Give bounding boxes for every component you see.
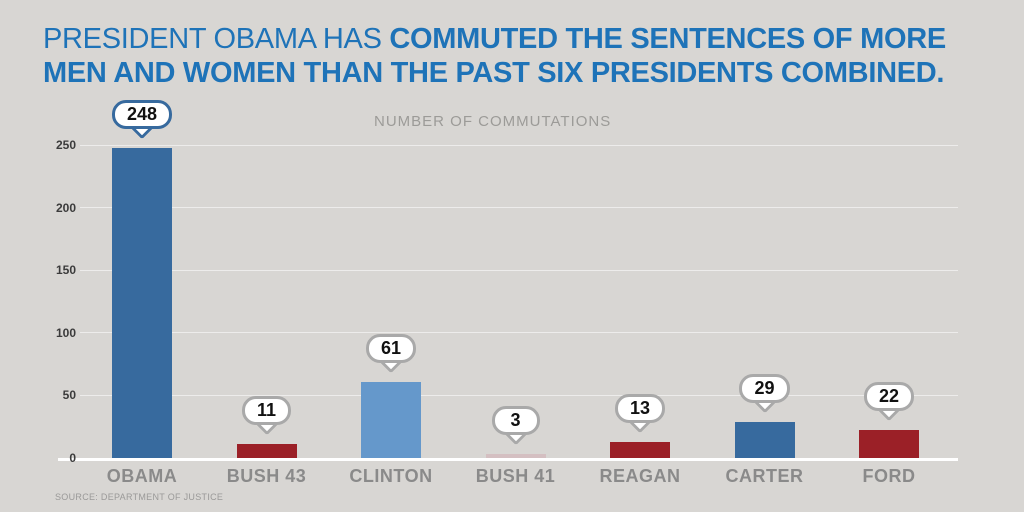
value-callout-label: 22: [863, 382, 915, 412]
value-callout: 3: [471, 406, 561, 446]
x-axis-baseline: [58, 458, 958, 461]
value-callout: 248: [97, 99, 187, 139]
title-bold-part-1: COMMUTED THE SENTENCES OF MORE: [389, 23, 946, 55]
title-regular-part: PRESIDENT OBAMA HAS: [43, 23, 390, 55]
value-callout-label: 3: [491, 406, 540, 436]
y-axis-tick-label: 150: [55, 263, 76, 278]
value-callout-label: 11: [241, 396, 292, 426]
x-axis-category-label: OBAMA: [106, 466, 178, 486]
x-axis-category-label: BUSH 43: [226, 466, 307, 486]
value-callout-label: 248: [111, 99, 173, 129]
y-axis-tick-label: 250: [55, 138, 76, 152]
x-axis-category-label: CARTER: [725, 466, 804, 486]
gridline: [80, 394, 958, 396]
x-axis-category-label: REAGAN: [599, 466, 681, 486]
chart-subtitle: NUMBER OF COMMUTATIONS: [374, 113, 612, 130]
value-callout-label: 29: [739, 373, 790, 403]
gridline: [80, 207, 958, 209]
y-axis-tick-label: 50: [62, 388, 76, 403]
source-attribution: SOURCE: DEPARTMENT OF JUSTICE: [55, 492, 224, 502]
value-callout: 22: [844, 382, 934, 422]
bar-bush-41: [485, 454, 546, 458]
bar-obama: [112, 147, 172, 458]
y-axis-tick-label: 200: [55, 200, 76, 215]
bar-ford: [859, 430, 919, 458]
value-callout: 61: [346, 333, 436, 373]
title-bold-part-2: MEN AND WOMEN THAN THE PAST SIX PRESIDEN…: [43, 57, 945, 89]
bar-carter: [734, 421, 795, 458]
y-axis-tick-label: 100: [55, 325, 76, 340]
chart-title: PRESIDENT OBAMA HAS COMMUTED THE SENTENC…: [43, 22, 993, 90]
gridline: [80, 269, 958, 271]
value-callout: 11: [222, 396, 312, 436]
bar-bush-43: [236, 444, 297, 458]
value-callout: 13: [595, 393, 685, 434]
bar-reagan: [610, 441, 670, 458]
gridline: [80, 144, 958, 146]
value-callout: 29: [720, 373, 810, 414]
y-axis-tick-label: 0: [69, 451, 76, 465]
x-axis-category-label: BUSH 41: [475, 466, 556, 486]
bar-clinton: [361, 381, 421, 458]
x-axis-category-label: FORD: [862, 466, 916, 486]
value-callout-label: 13: [614, 393, 666, 423]
x-axis-category-label: CLINTON: [349, 466, 433, 486]
gridline: [80, 332, 958, 334]
value-callout-label: 61: [365, 333, 417, 363]
